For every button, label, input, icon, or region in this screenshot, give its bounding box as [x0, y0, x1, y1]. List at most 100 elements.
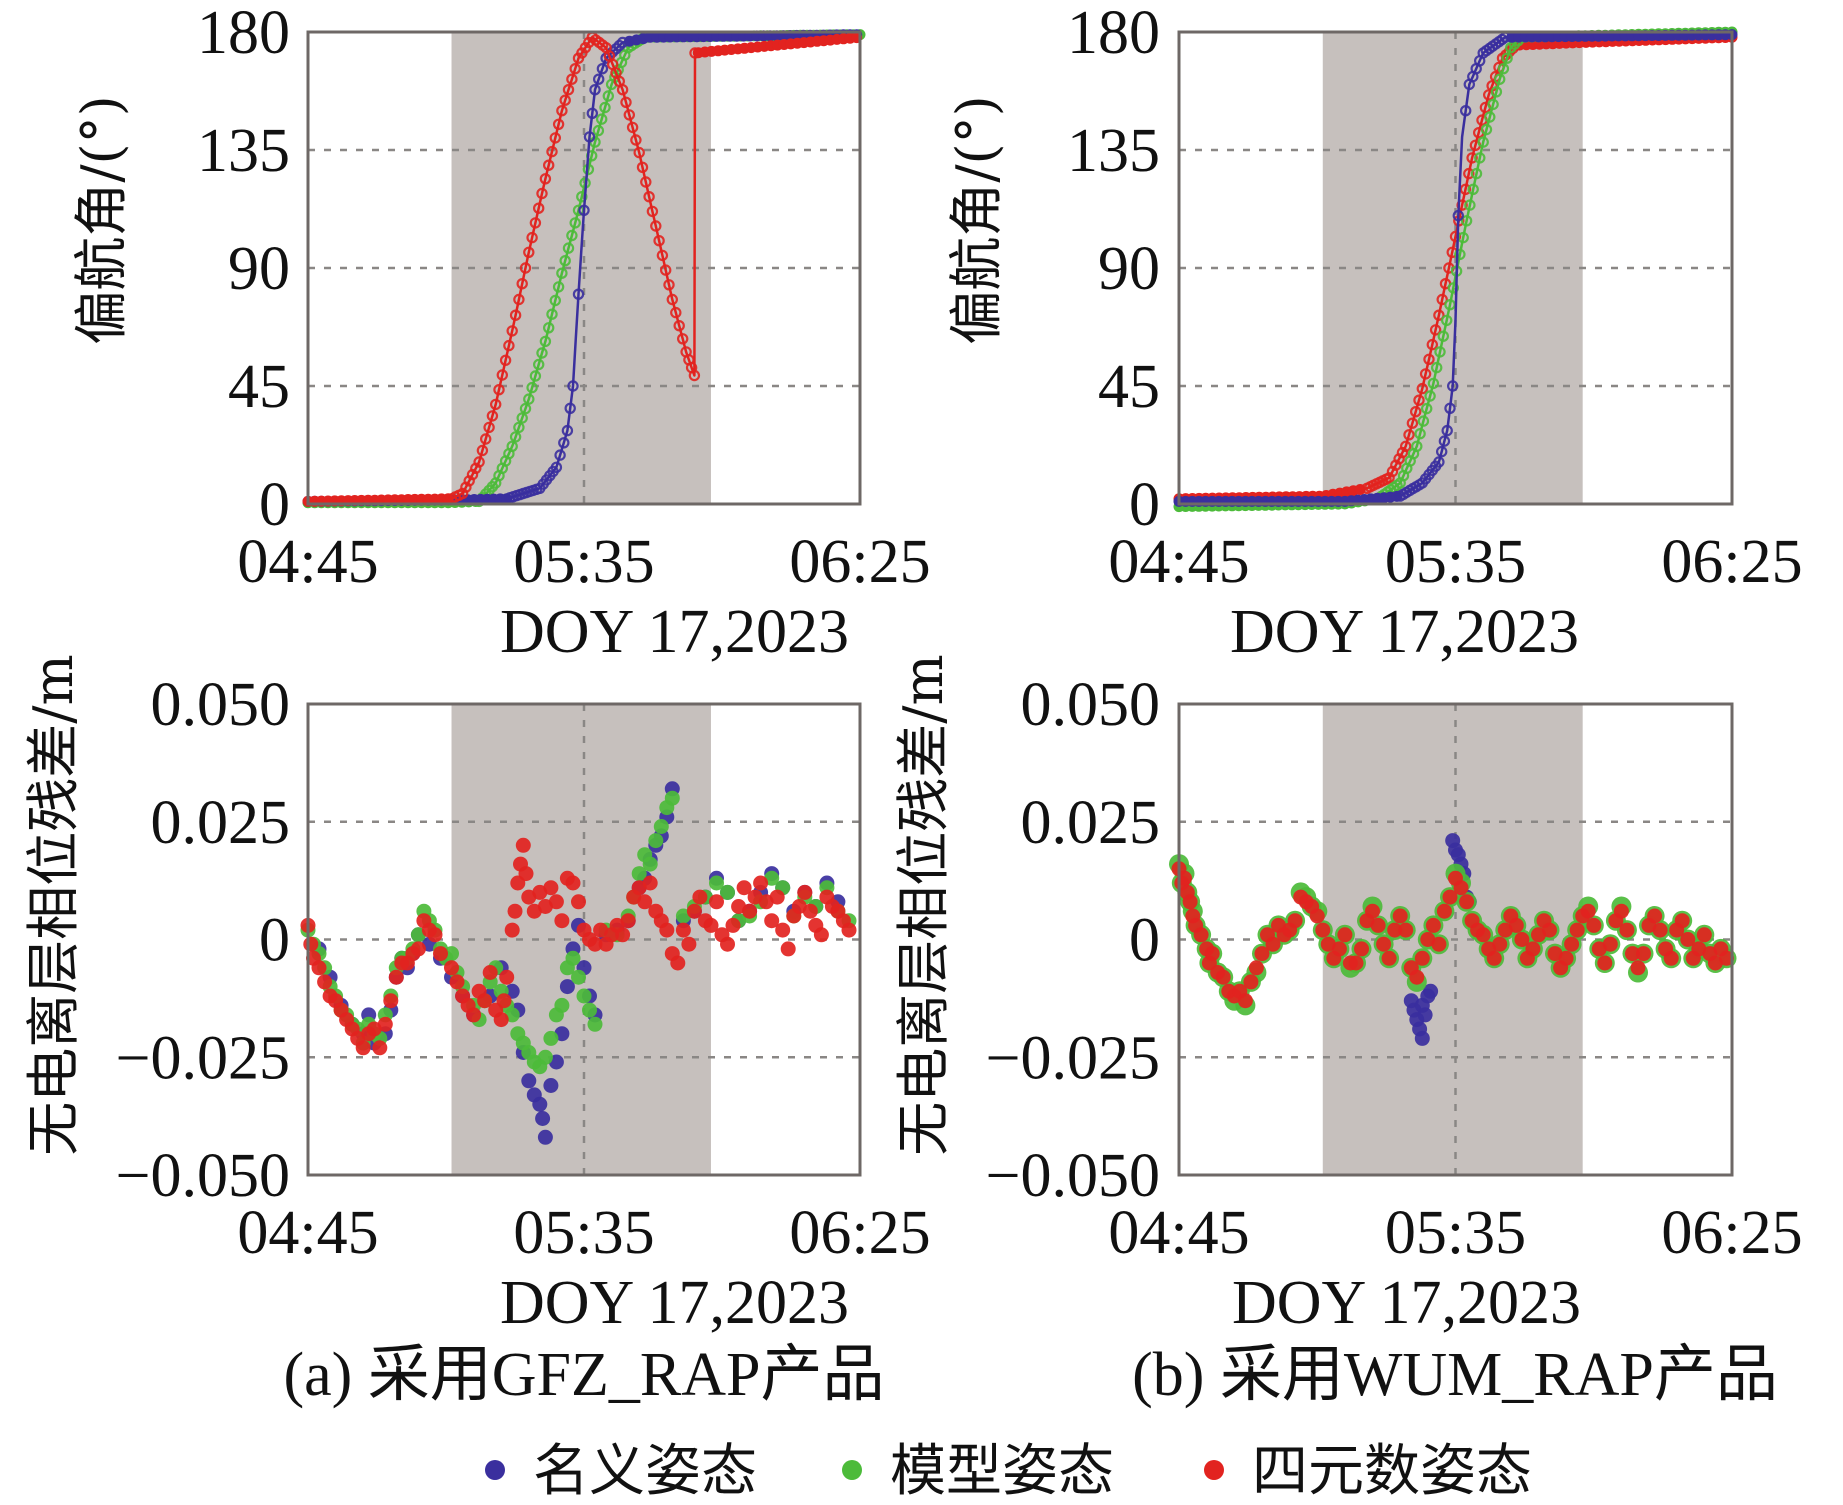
data-point-model — [653, 819, 669, 834]
data-point-model — [1434, 346, 1446, 358]
data-point-nominal — [1414, 1030, 1430, 1046]
data-point-quaternion — [1331, 941, 1347, 957]
data-point-model — [648, 833, 664, 849]
data-point-quaternion — [1586, 917, 1602, 933]
data-point-quaternion — [1696, 927, 1712, 943]
data-point-nominal — [572, 288, 585, 300]
data-point-quaternion — [670, 955, 686, 971]
data-point-model — [1444, 299, 1456, 311]
data-point-quaternion — [1403, 429, 1415, 441]
data-point-nominal — [561, 424, 574, 437]
x-tick-label: 05:35 — [513, 1199, 654, 1267]
data-point-quaternion — [1399, 440, 1412, 452]
data-point-quaternion — [620, 96, 632, 109]
data-point-quaternion — [496, 993, 512, 1009]
data-point-quaternion — [566, 73, 578, 85]
data-point-quaternion — [636, 161, 649, 173]
data-point-nominal — [535, 1111, 551, 1126]
data-point-model — [596, 113, 608, 125]
data-point-model — [1411, 440, 1423, 452]
data-point-model — [1490, 86, 1503, 98]
data-point-nominal — [596, 62, 609, 75]
data-point-nominal — [1438, 435, 1451, 447]
data-point-quaternion — [473, 456, 485, 468]
data-point-quaternion — [433, 946, 448, 962]
data-point-quaternion — [569, 62, 581, 75]
series-layer — [1169, 833, 1737, 1046]
data-point-quaternion — [1433, 309, 1445, 321]
data-point-quaternion — [543, 880, 559, 896]
data-point-model — [571, 969, 586, 985]
x-axis-label: DOY 17,2023 — [500, 598, 849, 666]
data-point-quaternion — [533, 202, 545, 214]
data-point-quaternion — [802, 903, 818, 919]
data-point-quaternion — [1237, 993, 1253, 1009]
data-point-quaternion — [1204, 946, 1220, 962]
data-point-quaternion — [797, 884, 813, 900]
data-point-model — [543, 322, 555, 334]
data-point-quaternion — [355, 1040, 371, 1056]
data-point-quaternion — [1423, 353, 1435, 365]
data-point-model — [592, 124, 605, 137]
x-axis-label: DOY 17,2023 — [1232, 1269, 1581, 1337]
data-point-quaternion — [444, 960, 459, 976]
data-point-quaternion — [486, 410, 499, 422]
data-point-model — [602, 90, 615, 102]
data-point-quaternion — [562, 83, 575, 96]
data-point-model — [1437, 330, 1450, 342]
data-point-quaternion — [686, 903, 702, 919]
data-point-quaternion — [539, 173, 552, 185]
data-point-quaternion — [483, 421, 495, 434]
data-point-quaternion — [623, 109, 636, 121]
data-point-model — [1454, 248, 1466, 261]
axes-frame — [1177, 30, 1734, 506]
y-tick-label: 0 — [259, 907, 290, 975]
legend-marker-quaternion — [1204, 1460, 1224, 1480]
x-tick-label: 06:25 — [1661, 1199, 1802, 1267]
data-point-quaternion — [1406, 417, 1419, 429]
data-point-quaternion — [670, 306, 682, 319]
legend-label-quaternion: 四元数姿态 — [1252, 1439, 1532, 1504]
data-point-quaternion — [1466, 152, 1478, 164]
data-point-model — [1417, 415, 1430, 427]
axes-frame — [306, 702, 862, 1177]
y-tick-label: 0 — [1129, 907, 1160, 975]
data-point-model — [513, 421, 525, 434]
data-point-quaternion — [813, 927, 829, 943]
data-point-quaternion — [1580, 903, 1596, 919]
data-point-quaternion — [1636, 946, 1651, 962]
y-tick-label: 0.050 — [151, 671, 291, 739]
data-point-quaternion — [1413, 394, 1425, 406]
panel-residual-gfz: −0.050 −0.025 0 0.025 0.050 04:45 05:35 06:25DO… — [22, 654, 931, 1337]
data-point-model — [569, 217, 581, 229]
data-point-quaternion — [646, 205, 659, 218]
data-point-quaternion — [666, 293, 679, 306]
x-tick-label: 06:25 — [789, 528, 930, 596]
data-point-quaternion — [523, 246, 535, 258]
x-tick-label: 04:45 — [1108, 1199, 1249, 1267]
data-point-quaternion — [1663, 950, 1679, 966]
data-point-quaternion — [1486, 950, 1502, 966]
y-tick-label: −0.050 — [986, 1142, 1160, 1210]
data-point-nominal — [1417, 1007, 1433, 1023]
legend-marker-model — [842, 1460, 862, 1480]
data-point-model — [1484, 111, 1496, 123]
data-point-quaternion — [703, 917, 719, 933]
data-point-model — [587, 1016, 603, 1032]
y-tick-label: 0 — [1129, 471, 1160, 539]
data-point-model — [546, 308, 558, 320]
data-point-nominal — [567, 380, 579, 392]
data-point-quaternion — [1243, 974, 1259, 990]
data-point-quaternion — [659, 922, 675, 938]
data-point-quaternion — [660, 264, 672, 276]
data-point-nominal — [558, 437, 570, 449]
data-point-quaternion — [493, 1012, 509, 1028]
data-point-quaternion — [1254, 946, 1270, 962]
data-point-model — [1447, 282, 1460, 294]
data-point-quaternion — [1429, 324, 1442, 336]
data-point-nominal — [1444, 402, 1456, 414]
data-point-model — [1477, 136, 1489, 148]
data-point-quaternion — [571, 894, 586, 910]
data-point-model — [576, 190, 588, 203]
